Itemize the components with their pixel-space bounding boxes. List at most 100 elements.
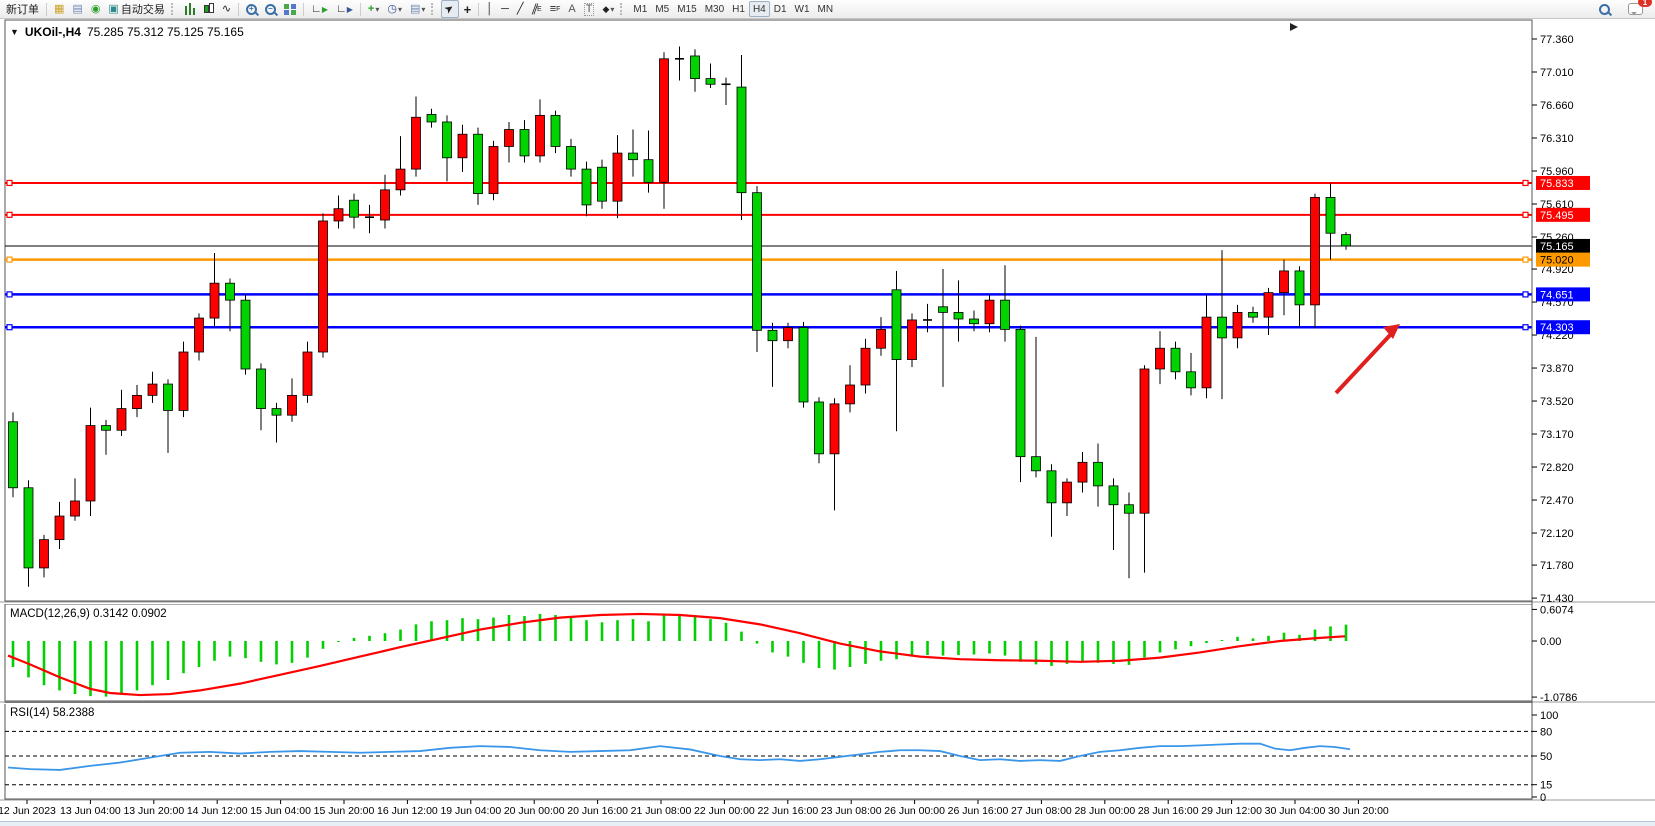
shapes-icon[interactable]: ◆ ▾ <box>602 3 615 14</box>
period-icon[interactable]: ◷ ▾ <box>387 2 402 15</box>
timeframe-d1[interactable]: D1 <box>773 3 787 15</box>
crosshair-icon[interactable]: + <box>463 1 472 17</box>
price-tick-label: 72.470 <box>1540 495 1574 507</box>
candle-body <box>209 282 220 319</box>
candle-body <box>302 351 313 396</box>
chart-canvas[interactable]: 77.36077.01076.66076.31075.96075.61075.2… <box>0 19 1655 826</box>
timeframe-h4[interactable]: H4 <box>748 1 770 17</box>
price-badge <box>1536 207 1590 222</box>
new-chart-icon[interactable]: ▦ <box>54 2 65 15</box>
arrow-annotation[interactable] <box>1334 331 1394 395</box>
indicator-window-icon[interactable]: ∟▶ <box>311 2 328 15</box>
price-badge-label: 74.303 <box>1540 322 1574 334</box>
trendline-icon[interactable]: ╱ <box>516 2 524 15</box>
timeframe-m15[interactable]: M15 <box>677 3 697 15</box>
bar-chart-icon[interactable] <box>181 1 198 17</box>
candle-body <box>1046 470 1057 504</box>
profiles-icon[interactable]: ▤ <box>72 2 83 15</box>
candle-body <box>395 168 406 191</box>
candlestick-icon[interactable] <box>200 1 217 17</box>
candle-body <box>101 425 111 431</box>
cursor-icon[interactable]: ➤ <box>441 0 459 18</box>
zoom-in-icon[interactable]: + <box>243 1 260 17</box>
candle-body <box>333 208 344 222</box>
time-axis-label: 20 Jun 16:00 <box>567 805 628 817</box>
zoom-out-icon[interactable]: − <box>262 1 279 17</box>
candle-body <box>1000 299 1010 330</box>
candle-body <box>860 347 871 386</box>
rsi-tick-label: 15 <box>1540 780 1552 792</box>
line-chart-icon[interactable]: ∿ <box>221 2 232 15</box>
candle-body <box>85 425 96 502</box>
candle-body <box>473 133 483 195</box>
time-axis-label: 28 Jun 16:00 <box>1138 805 1199 817</box>
template-icon[interactable]: ▤ ▾ <box>410 2 426 15</box>
vline-icon[interactable]: │ <box>486 2 494 15</box>
candle-body <box>271 408 282 416</box>
time-axis-label: 22 Jun 16:00 <box>757 805 818 817</box>
price-tick-label: 75.960 <box>1540 166 1574 178</box>
candle-body <box>1031 456 1041 472</box>
chart-shift-marker[interactable] <box>1290 23 1298 31</box>
timeframe-w1[interactable]: W1 <box>794 3 810 15</box>
price-tick-label: 72.120 <box>1540 528 1574 540</box>
indicator-window2-icon[interactable]: ∟▶ <box>335 2 353 15</box>
rsi-tick-label: 0 <box>1540 792 1546 804</box>
timeframe-h1[interactable]: H1 <box>732 3 745 15</box>
candle-body <box>953 312 964 320</box>
timeframe-m1[interactable]: M1 <box>633 3 648 15</box>
time-axis-label: 14 Jun 12:00 <box>187 805 248 817</box>
candle-body <box>1248 312 1258 318</box>
candle-body <box>1279 270 1289 294</box>
chat-icon[interactable]: 1 <box>1625 0 1652 17</box>
price-badge-label: 75.833 <box>1540 178 1574 190</box>
tile-windows-icon[interactable] <box>281 1 299 17</box>
time-axis-label: 19 Jun 04:00 <box>440 805 501 817</box>
timeframe-m30[interactable]: M30 <box>704 3 725 15</box>
candle-body <box>39 539 49 569</box>
new-order-button[interactable]: 新订单 <box>6 4 39 16</box>
line-handle[interactable] <box>6 179 13 187</box>
collapse-icon[interactable]: ▼ <box>10 27 19 37</box>
price-badge <box>1536 287 1590 302</box>
data-window-icon[interactable]: ◉ <box>90 2 101 15</box>
fibonacci-icon[interactable]: ≡ F <box>549 2 561 15</box>
candle-body <box>488 146 499 195</box>
line-handle[interactable] <box>6 324 13 331</box>
line-handle[interactable] <box>1522 256 1529 263</box>
channel-icon[interactable]: ∥ E <box>529 2 542 15</box>
arrow-annotation-head[interactable] <box>1383 324 1400 339</box>
line-handle[interactable] <box>1522 291 1529 298</box>
chart-window[interactable]: ▼ UKOil-,H4 75.285 75.312 75.125 75.165 … <box>0 19 1655 826</box>
line-handle[interactable] <box>6 256 13 263</box>
line-handle[interactable] <box>6 291 13 298</box>
time-axis-label: 23 Jun 08:00 <box>821 805 882 817</box>
search-icon[interactable] <box>1596 1 1613 17</box>
hline-icon[interactable]: ─ <box>501 2 509 15</box>
candle-body <box>938 306 948 313</box>
line-handle[interactable] <box>1522 179 1529 187</box>
main-toolbar: 新订单 ▦ ▤ ◉ ▣ 自动交易 ∿ + − ∟▶ ∟▶ + ▾ ◷ ▾ ▤ ▾ ➤ … <box>0 0 1655 19</box>
candle-body <box>256 368 266 409</box>
timeframe-mn[interactable]: MN <box>817 3 834 15</box>
autotrading-button[interactable]: ▣ 自动交易 <box>108 2 165 16</box>
timeframe-m5[interactable]: M5 <box>655 3 670 15</box>
candle-body <box>628 152 638 161</box>
time-axis-label: 27 Jun 08:00 <box>1011 805 1072 817</box>
candle-body <box>1093 461 1103 487</box>
price-badge-label: 75.495 <box>1540 210 1574 222</box>
rsi-label: RSI(14) 58.2388 <box>10 707 94 719</box>
label-icon[interactable]: T <box>583 2 595 16</box>
add-indicator-icon[interactable]: + ▾ <box>367 2 380 15</box>
candle-body <box>54 515 65 541</box>
candle-body <box>752 192 762 331</box>
line-handle[interactable] <box>1522 211 1529 218</box>
notification-badge: 1 <box>1638 0 1652 7</box>
text-icon[interactable]: A <box>568 2 576 15</box>
line-handle[interactable] <box>1522 324 1529 331</box>
candle-body <box>225 282 235 301</box>
price-tick-label: 71.780 <box>1540 560 1574 572</box>
separator <box>303 2 305 16</box>
line-handle[interactable] <box>6 211 13 218</box>
price-badge <box>1536 238 1590 253</box>
